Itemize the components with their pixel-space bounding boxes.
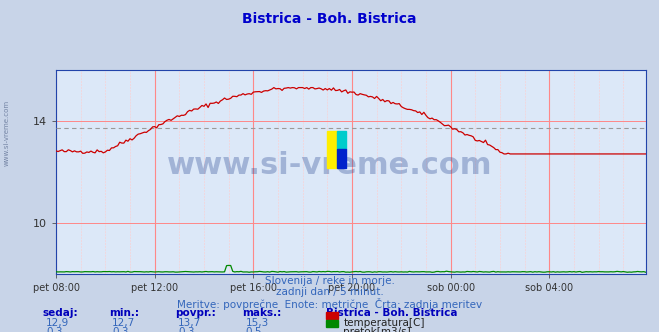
- Text: www.si-vreme.com: www.si-vreme.com: [167, 151, 492, 181]
- Text: Bistrica - Boh. Bistrica: Bistrica - Boh. Bistrica: [326, 308, 458, 318]
- Text: 12,7: 12,7: [112, 318, 135, 328]
- Text: 0,3: 0,3: [178, 327, 194, 332]
- Text: www.si-vreme.com: www.si-vreme.com: [3, 100, 10, 166]
- Text: pretok[m3/s]: pretok[m3/s]: [343, 327, 411, 332]
- Text: 0,5: 0,5: [246, 327, 262, 332]
- Text: Meritve: povprečne  Enote: metrične  Črta: zadnja meritev: Meritve: povprečne Enote: metrične Črta:…: [177, 298, 482, 310]
- Text: 13,7: 13,7: [178, 318, 201, 328]
- Text: 0,3: 0,3: [46, 327, 63, 332]
- Text: Slovenija / reke in morje.: Slovenija / reke in morje.: [264, 276, 395, 286]
- Text: 0,3: 0,3: [112, 327, 129, 332]
- Text: sedaj:: sedaj:: [43, 308, 78, 318]
- Text: Bistrica - Boh. Bistrica: Bistrica - Boh. Bistrica: [243, 12, 416, 26]
- Text: 12,9: 12,9: [46, 318, 69, 328]
- Text: 15,3: 15,3: [246, 318, 269, 328]
- Text: temperatura[C]: temperatura[C]: [343, 318, 425, 328]
- Text: min.:: min.:: [109, 308, 139, 318]
- Text: maks.:: maks.:: [243, 308, 282, 318]
- Text: zadnji dan / 5 minut.: zadnji dan / 5 minut.: [275, 287, 384, 297]
- Text: povpr.:: povpr.:: [175, 308, 215, 318]
